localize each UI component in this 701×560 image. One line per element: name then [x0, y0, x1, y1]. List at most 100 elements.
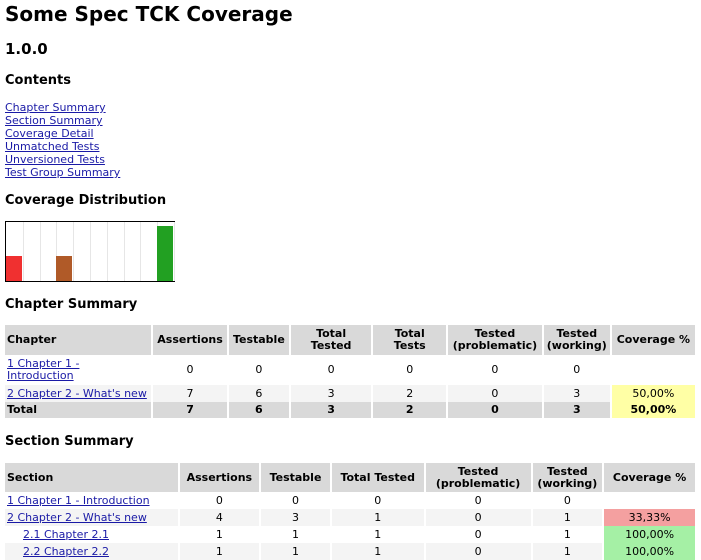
section-summary-heading: Section Summary	[5, 434, 134, 449]
testable-cell: 3	[260, 509, 332, 526]
assertions-cell: 7	[152, 385, 229, 402]
chapter-link[interactable]: 1 Chapter 1 - Introduction	[7, 357, 80, 382]
working-cell: 1	[531, 526, 605, 543]
toc-link-unversioned-tests[interactable]: Unversioned Tests	[5, 153, 105, 166]
col-header-coverage: Coverage %	[603, 463, 697, 492]
col-header-tested-working: Tested (working)	[531, 463, 605, 492]
total-tested-cell: 0	[289, 355, 374, 385]
col-header-total-tested: Total Tested	[289, 325, 374, 355]
distribution-column	[124, 222, 142, 281]
table-row: 1 Chapter 1 - Introduction 0 0 0 0 0	[5, 492, 697, 509]
working-cell: 0	[531, 492, 605, 509]
total-tested-cell: 1	[330, 509, 426, 526]
toc-link-unmatched-tests[interactable]: Unmatched Tests	[5, 140, 100, 153]
chapter-cell: 2 Chapter 2 - What's new	[5, 385, 154, 402]
total-tested-cell: 3	[289, 402, 374, 418]
col-header-total-tested: Total Tested	[330, 463, 426, 492]
problematic-cell: 0	[424, 509, 533, 526]
col-header-testable: Testable	[260, 463, 332, 492]
section-link[interactable]: 2.1 Chapter 2.1	[23, 527, 109, 541]
working-cell: 3	[542, 402, 612, 418]
distribution-column	[40, 222, 58, 281]
assertions-cell: 1	[178, 543, 262, 560]
total-tests-cell: 0	[372, 355, 449, 385]
problematic-cell: 0	[424, 526, 533, 543]
working-cell: 1	[531, 509, 605, 526]
table-row: 1 Chapter 1 - Introduction 0 0 0 0 0 0	[5, 355, 698, 385]
section-cell: 2.2 Chapter 2.2	[5, 543, 180, 560]
total-tested-cell: 1	[330, 543, 426, 560]
distribution-column	[140, 222, 159, 281]
total-tests-cell: 2	[372, 385, 449, 402]
table-header-row: Section Assertions Testable Total Tested…	[5, 463, 697, 492]
distribution-bar	[56, 255, 73, 281]
table-row: 2.1 Chapter 2.1 1 1 1 0 1 100,00%	[5, 526, 697, 543]
distribution-column	[107, 222, 125, 281]
coverage-distribution-chart	[5, 221, 175, 282]
testable-cell: 0	[260, 492, 332, 509]
assertions-cell: 1	[178, 526, 262, 543]
col-header-tested-working: Tested (working)	[542, 325, 612, 355]
total-row: Total 7 6 3 2 0 3 50,00%	[5, 402, 698, 418]
col-header-testable: Testable	[227, 325, 291, 355]
coverage-cell: 33,33%	[603, 509, 697, 526]
section-cell: 2 Chapter 2 - What's new	[5, 509, 180, 526]
section-cell: 1 Chapter 1 - Introduction	[5, 492, 180, 509]
col-header-tested-problematic: Tested (problematic)	[424, 463, 533, 492]
assertions-cell: 4	[178, 509, 262, 526]
assertions-cell: 0	[178, 492, 262, 509]
version-heading: 1.0.0	[5, 40, 48, 58]
coverage-cell	[603, 492, 697, 509]
chapter-summary-table: Chapter Assertions Testable Total Tested …	[5, 325, 698, 418]
col-header-coverage: Coverage %	[610, 325, 698, 355]
toc-link-coverage-detail[interactable]: Coverage Detail	[5, 127, 94, 140]
testable-cell: 6	[227, 402, 291, 418]
distribution-bar	[157, 226, 173, 281]
table-header-row: Chapter Assertions Testable Total Tested …	[5, 325, 698, 355]
page-title: Some Spec TCK Coverage	[5, 2, 293, 26]
distribution-column	[56, 222, 75, 281]
col-header-section: Section	[5, 463, 180, 492]
section-link[interactable]: 1 Chapter 1 - Introduction	[7, 493, 150, 507]
chapter-link[interactable]: 2 Chapter 2 - What's new	[7, 386, 147, 400]
testable-cell: 1	[260, 526, 332, 543]
col-header-assertions: Assertions	[178, 463, 262, 492]
assertions-cell: 7	[152, 402, 229, 418]
table-row: 2.2 Chapter 2.2 1 1 1 0 1 100,00%	[5, 543, 697, 560]
distribution-column	[90, 222, 108, 281]
working-cell: 1	[531, 543, 605, 560]
coverage-cell	[610, 355, 698, 385]
chapter-summary-heading: Chapter Summary	[5, 297, 138, 312]
total-tested-cell: 0	[330, 492, 426, 509]
distribution-column	[23, 222, 41, 281]
problematic-cell: 0	[424, 492, 533, 509]
distribution-column	[73, 222, 91, 281]
coverage-cell: 50,00%	[610, 402, 698, 418]
total-label: Total	[5, 402, 154, 418]
problematic-cell: 0	[447, 385, 544, 402]
problematic-cell: 0	[447, 355, 544, 385]
coverage-cell: 100,00%	[603, 543, 697, 560]
section-link[interactable]: 2 Chapter 2 - What's new	[7, 510, 147, 524]
section-summary-table: Section Assertions Testable Total Tested…	[5, 463, 697, 560]
total-tests-cell: 2	[372, 402, 449, 418]
table-row: 2 Chapter 2 - What's new 4 3 1 0 1 33,33…	[5, 509, 697, 526]
assertions-cell: 0	[152, 355, 229, 385]
testable-cell: 6	[227, 385, 291, 402]
problematic-cell: 0	[424, 543, 533, 560]
total-tested-cell: 3	[289, 385, 374, 402]
coverage-cell: 100,00%	[603, 526, 697, 543]
toc-link-chapter-summary[interactable]: Chapter Summary	[5, 101, 106, 114]
total-tested-cell: 1	[330, 526, 426, 543]
distribution-column	[157, 222, 175, 281]
contents-heading: Contents	[5, 73, 71, 88]
section-link[interactable]: 2.2 Chapter 2.2	[23, 544, 109, 558]
table-row: 2 Chapter 2 - What's new 7 6 3 2 0 3 50,…	[5, 385, 698, 402]
contents-list: Chapter Summary Section Summary Coverage…	[5, 101, 120, 179]
toc-link-section-summary[interactable]: Section Summary	[5, 114, 103, 127]
col-header-assertions: Assertions	[152, 325, 229, 355]
col-header-chapter: Chapter	[5, 325, 154, 355]
toc-link-test-group-summary[interactable]: Test Group Summary	[5, 166, 121, 179]
coverage-cell: 50,00%	[610, 385, 698, 402]
chapter-cell: 1 Chapter 1 - Introduction	[5, 355, 154, 385]
